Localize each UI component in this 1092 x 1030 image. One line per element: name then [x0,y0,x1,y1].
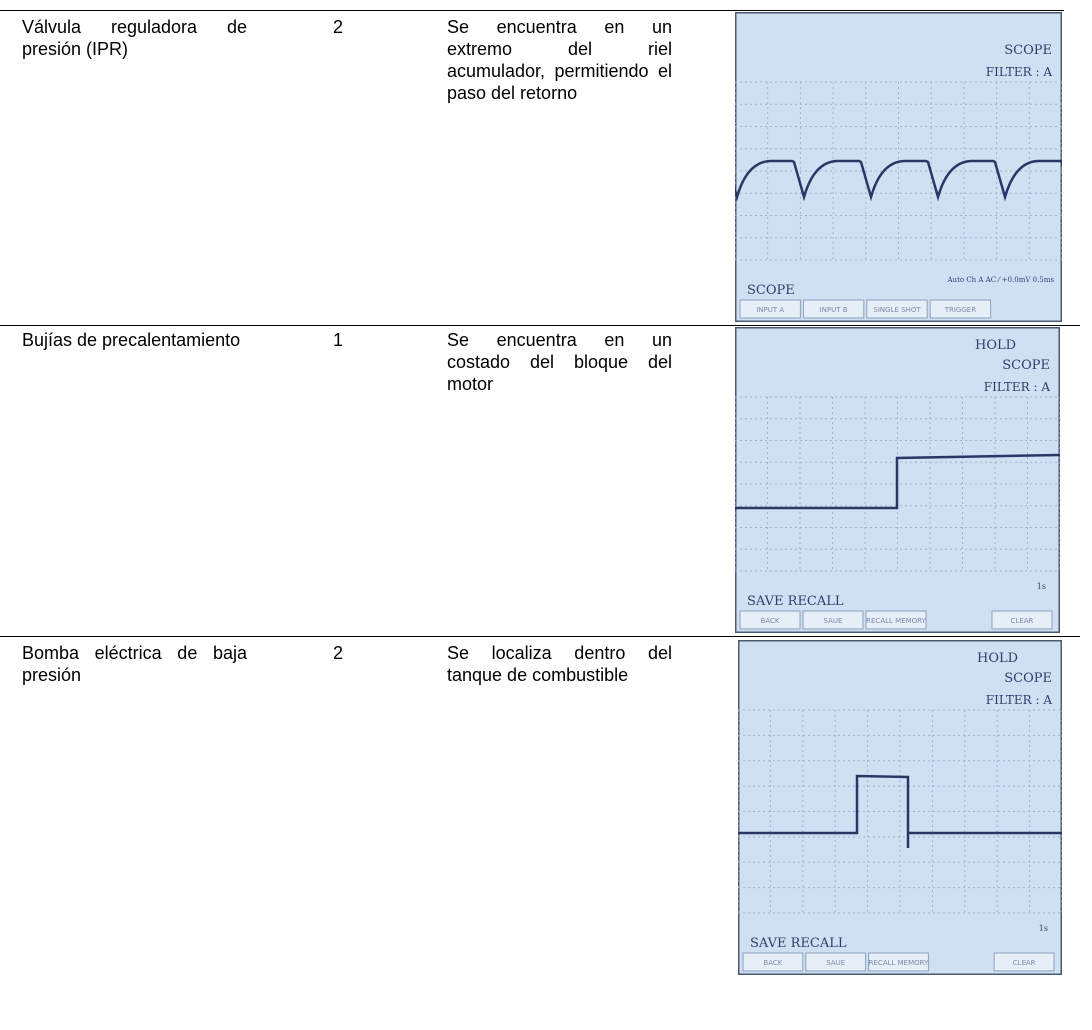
soft-key-label: CLEAR [1011,617,1034,625]
location: Se encuentra en un extremo del riel acum… [447,16,672,104]
mode-label: SCOPE [1004,671,1052,686]
quantity: 2 [333,16,343,38]
location: Se encuentra en un costado del bloque de… [447,329,672,395]
screen-bg [738,640,1062,975]
page: Válvula reguladora de presión (IPR) 2 Se e… [0,0,1092,1030]
soft-key-label: SAUE [824,617,843,625]
soft-key-label: CLEAR [1013,959,1036,967]
component: Válvula reguladora de presión (IPR) [22,16,247,60]
filter-label: FILTER : A [986,693,1053,707]
location: Se localiza dentro del tanque de combust… [447,642,672,686]
soft-key: BACK [740,611,800,629]
soft-key: RECALL MEMORY [866,611,927,629]
soft-key: SINGLE SHOT [867,300,927,318]
soft-key: CLEAR [992,611,1052,629]
soft-key-label: SAUE [826,959,845,967]
soft-key: INPUT A [740,300,800,318]
rule [0,10,1064,11]
hold-label: HOLD [977,651,1018,666]
rule [0,325,1080,326]
soft-key-label: SINGLE SHOT [873,306,921,314]
soft-key: BACK [743,953,803,971]
scope-screen: HOLD SCOPE FILTER : A 1s SAVE RECALL BACK SAUE… [738,640,1062,975]
filter-label: FILTER : A [986,65,1053,79]
mode-label: SCOPE [1002,358,1050,373]
soft-key: INPUT B [803,300,863,318]
menu-label: SAVE RECALL [750,936,847,951]
soft-key-label: TRIGGER [944,306,976,314]
hold-label: HOLD [975,338,1016,353]
soft-key-label: INPUT B [820,306,848,314]
soft-key: TRIGGER [930,300,990,318]
component: Bujías de precalentamiento [22,329,247,351]
soft-key: RECALL MEMORY [869,953,929,971]
soft-key-label: BACK [761,617,780,625]
soft-key-label: RECALL MEMORY [869,959,929,967]
soft-key-label: BACK [763,959,782,967]
soft-key-label: RECALL MEMORY [866,617,926,625]
soft-key-label: INPUT A [756,306,784,314]
scope-screen: SCOPE FILTER : A Auto Ch A AC ⁄ +0.0mV 0.5… [735,12,1062,322]
soft-key: SAUE [806,953,866,971]
scope-screen: HOLD SCOPE FILTER : A 1s SAVE RECALL BACK SAUE… [735,327,1060,633]
time-label: 1s [1037,582,1046,591]
mode-label: SCOPE [1004,43,1052,58]
menu-label: SAVE RECALL [747,594,844,609]
quantity: 2 [333,642,343,664]
time-label: 1s [1039,924,1048,933]
filter-label: FILTER : A [984,380,1051,394]
quantity: 1 [333,329,343,351]
rule [0,636,1080,637]
soft-key: CLEAR [994,953,1054,971]
component: Bomba eléctrica de baja presión [22,642,247,686]
status-label: Auto Ch A AC ⁄ +0.0mV 0.5ms [947,276,1055,284]
soft-key: SAUE [803,611,863,629]
menu-label: SCOPE [747,283,795,298]
